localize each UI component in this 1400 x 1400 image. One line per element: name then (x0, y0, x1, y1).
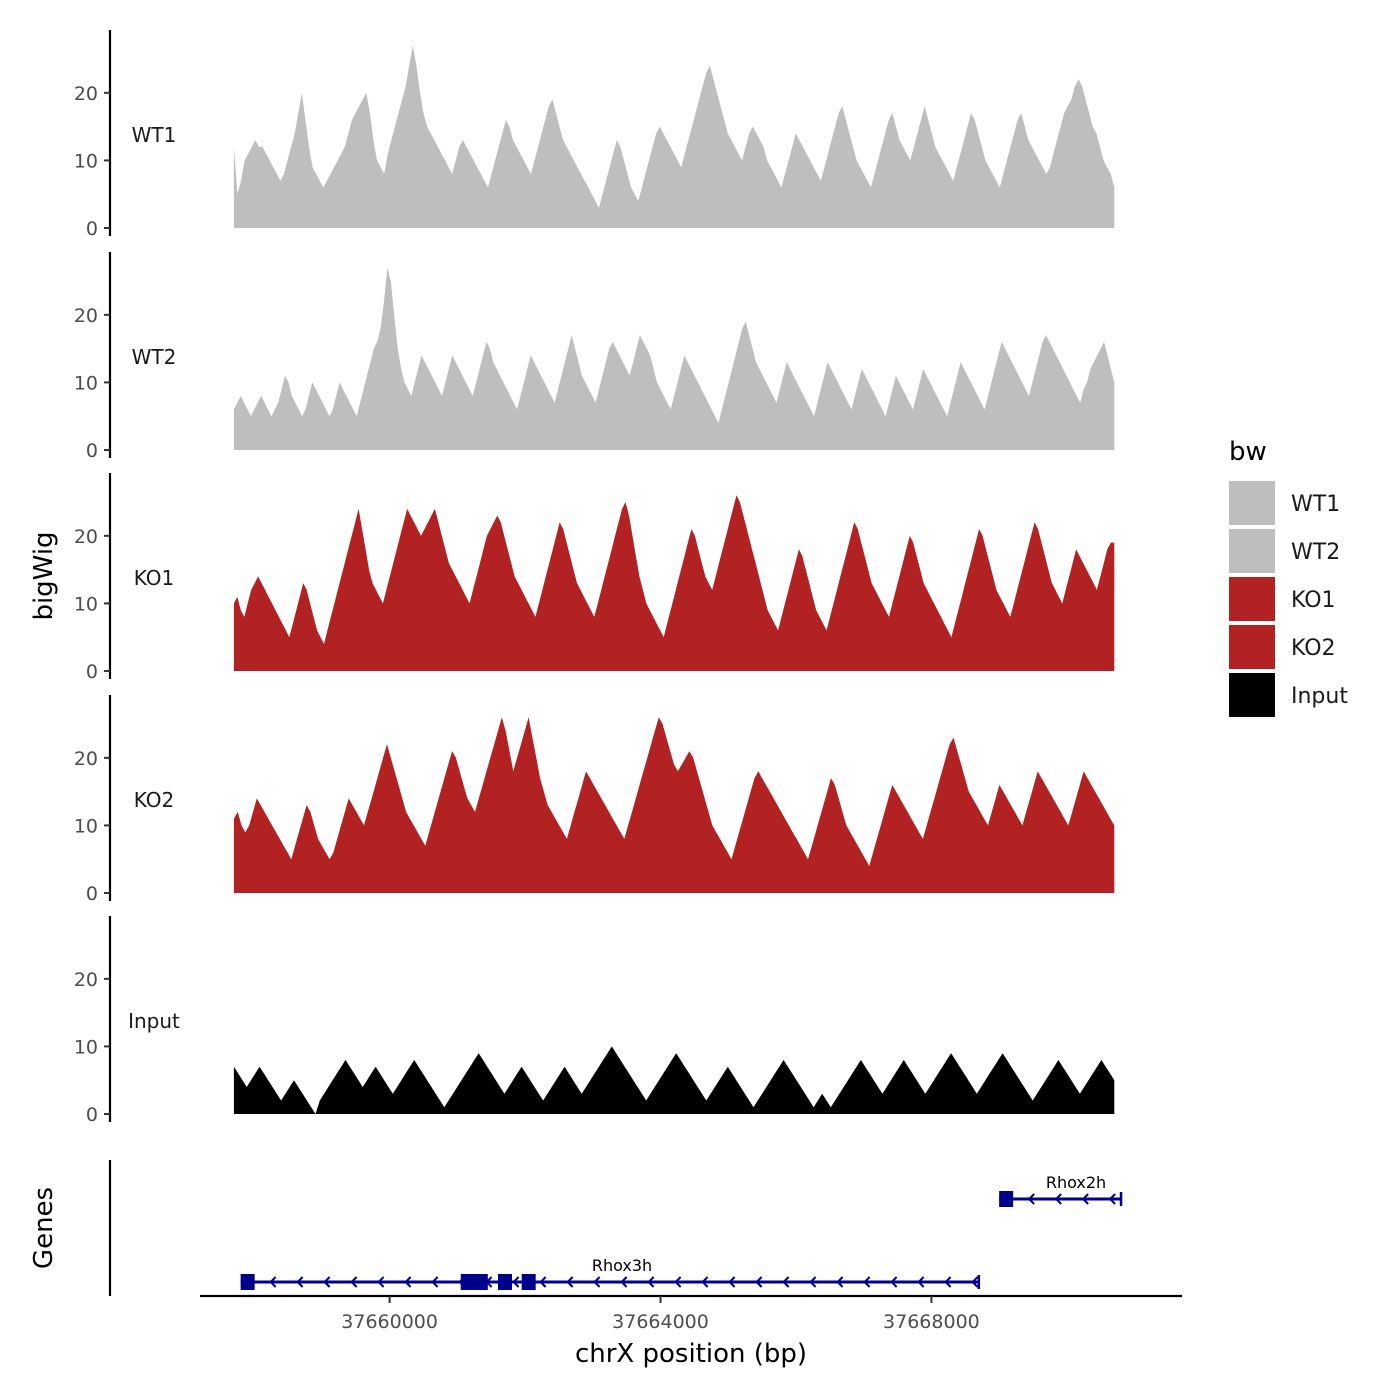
y-axis-title: bigWig (29, 531, 59, 620)
y-tick-label: 0 (86, 661, 98, 683)
y-tick-label: 20 (74, 969, 98, 991)
legend-label-wt2: WT2 (1291, 540, 1340, 565)
strand-arrow (971, 1276, 979, 1288)
legend-label-wt1: WT1 (1291, 492, 1340, 517)
strand-arrow (377, 1276, 385, 1288)
strand-arrow (269, 1276, 277, 1288)
strand-arrow (539, 1276, 547, 1288)
track-label: WT1 (132, 123, 177, 147)
strand-arrow (755, 1276, 763, 1288)
gene-label: Rhox2h (1046, 1173, 1106, 1192)
strand-arrow (620, 1276, 628, 1288)
track-ko2: 0 10 20 KO2 (74, 695, 1115, 905)
y-tick-label: 0 (86, 883, 98, 905)
legend-label-ko2: KO2 (1291, 636, 1336, 661)
track-label: KO1 (134, 566, 175, 590)
strand-arrow (836, 1276, 844, 1288)
gene-rhox3h: Rhox3h (240, 1256, 981, 1290)
legend-key-wt1 (1229, 481, 1275, 525)
track-wt2: 0 10 20 WT2 (74, 252, 1115, 462)
signal-area-input (233, 1046, 1115, 1114)
y-tick-label: 20 (74, 305, 98, 327)
legend-key-ko2 (1229, 625, 1275, 669)
exon (460, 1274, 488, 1290)
strand-arrow (1027, 1193, 1035, 1205)
legend-key-ko1 (1229, 577, 1275, 621)
y-tick-label: 10 (74, 815, 98, 837)
y-tick-label: 0 (86, 1104, 98, 1126)
exon (497, 1274, 512, 1290)
strand-arrow (647, 1276, 655, 1288)
track-label: KO2 (134, 788, 175, 812)
exon (240, 1274, 255, 1290)
y-tick-label: 10 (74, 1036, 98, 1058)
y-tick-label: 10 (74, 372, 98, 394)
strand-arrow (674, 1276, 682, 1288)
gene-rhox2h: Rhox2h (999, 1173, 1123, 1207)
track-input: 0 10 20 Input (74, 916, 1115, 1126)
strand-arrow (296, 1276, 304, 1288)
strand-arrow (809, 1276, 817, 1288)
genes-axis-title: Genes (29, 1187, 59, 1269)
signal-area-ko1 (233, 495, 1115, 671)
signal-area-wt1 (233, 45, 1115, 228)
x-axis: 37660000 37664000 37668000 (200, 1294, 1182, 1333)
exon (999, 1191, 1014, 1207)
legend-key-wt2 (1229, 529, 1275, 573)
strand-arrow (512, 1276, 520, 1288)
y-tick-label: 10 (74, 593, 98, 615)
y-tick-label: 20 (74, 748, 98, 770)
strand-arrow (944, 1276, 952, 1288)
x-tick-label: 37664000 (612, 1311, 709, 1333)
strand-arrow (890, 1276, 898, 1288)
gene-label: Rhox3h (592, 1256, 652, 1275)
strand-arrow (863, 1276, 871, 1288)
y-tick-label: 0 (86, 218, 98, 240)
strand-arrow (566, 1276, 574, 1288)
strand-arrow (701, 1276, 709, 1288)
strand-arrow (728, 1276, 736, 1288)
track-ko1: 0 10 20 KO1 (74, 473, 1115, 683)
legend: bw WT1 WT2 KO1 KO2 Input (1229, 437, 1348, 717)
strand-arrow (350, 1276, 358, 1288)
track-label: Input (128, 1009, 180, 1033)
genes-panel: Rhox3h Rhox2h (108, 1160, 1123, 1296)
tracks-group: 0 10 20 WT1 0 10 20 WT2 0 10 20 KO1 0 10 20 KO2 0 10 20 Inp… (74, 30, 1115, 1126)
strand-arrow (323, 1276, 331, 1288)
strand-arrow (593, 1276, 601, 1288)
strand-arrow (431, 1276, 439, 1288)
legend-key-input (1229, 673, 1275, 717)
x-tick-label: 37660000 (341, 1311, 438, 1333)
track-label: WT2 (132, 345, 177, 369)
legend-label-input: Input (1291, 684, 1348, 709)
strand-arrow (1108, 1193, 1116, 1205)
y-tick-label: 20 (74, 526, 98, 548)
strand-arrow (404, 1276, 412, 1288)
strand-arrow (1054, 1193, 1062, 1205)
legend-title: bw (1229, 437, 1267, 467)
y-tick-label: 10 (74, 150, 98, 172)
signal-area-ko2 (233, 717, 1115, 893)
strand-arrow (782, 1276, 790, 1288)
strand-arrow (1081, 1193, 1089, 1205)
exon (521, 1274, 536, 1290)
track-wt1: 0 10 20 WT1 (74, 30, 1115, 240)
y-tick-label: 20 (74, 83, 98, 105)
legend-label-ko1: KO1 (1291, 588, 1336, 613)
y-tick-label: 0 (86, 440, 98, 462)
signal-area-wt2 (233, 267, 1115, 450)
x-axis-title: chrX position (bp) (575, 1339, 807, 1369)
strand-arrow (917, 1276, 925, 1288)
x-tick-label: 37668000 (883, 1311, 980, 1333)
